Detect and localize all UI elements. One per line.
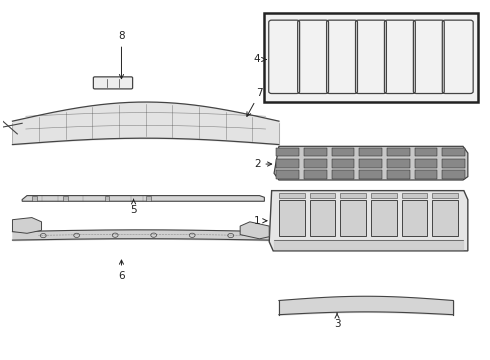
Text: 8: 8 [118, 31, 125, 79]
Bar [371, 193, 397, 198]
Bar [371, 200, 397, 236]
Bar [415, 170, 438, 179]
Bar [310, 193, 336, 198]
Text: 1: 1 [254, 216, 267, 226]
Bar [332, 170, 354, 179]
Bar [340, 193, 366, 198]
Bar [332, 159, 354, 168]
Bar [432, 193, 458, 198]
Bar [442, 170, 465, 179]
Bar [387, 170, 410, 179]
Bar [32, 196, 37, 201]
Bar [279, 200, 305, 236]
Bar [359, 159, 382, 168]
Bar [387, 148, 410, 157]
Bar [276, 159, 299, 168]
Bar [276, 170, 299, 179]
Bar [359, 148, 382, 157]
Polygon shape [269, 191, 468, 251]
Bar [104, 196, 109, 201]
Bar [432, 200, 458, 236]
Bar [279, 193, 305, 198]
Text: 7: 7 [247, 88, 263, 116]
Bar [359, 170, 382, 179]
Text: 4: 4 [254, 54, 266, 64]
Bar [276, 148, 299, 157]
Polygon shape [12, 217, 42, 233]
Bar [442, 148, 465, 157]
Text: 3: 3 [334, 313, 341, 329]
Bar [304, 159, 327, 168]
Bar [340, 200, 366, 236]
Bar [63, 196, 68, 201]
Bar [332, 148, 354, 157]
Bar [402, 200, 427, 236]
Polygon shape [240, 222, 269, 239]
Bar [304, 170, 327, 179]
Bar [442, 159, 465, 168]
Bar [304, 148, 327, 157]
Text: 2: 2 [254, 159, 271, 169]
Polygon shape [274, 146, 468, 180]
Bar [265, 13, 478, 102]
Bar [310, 200, 336, 236]
Polygon shape [22, 195, 265, 201]
Text: 6: 6 [118, 260, 125, 281]
Bar [415, 148, 438, 157]
Bar [415, 159, 438, 168]
Bar [146, 196, 150, 201]
Text: 5: 5 [130, 199, 137, 215]
FancyBboxPatch shape [94, 77, 133, 89]
Bar [402, 193, 427, 198]
Bar [387, 159, 410, 168]
